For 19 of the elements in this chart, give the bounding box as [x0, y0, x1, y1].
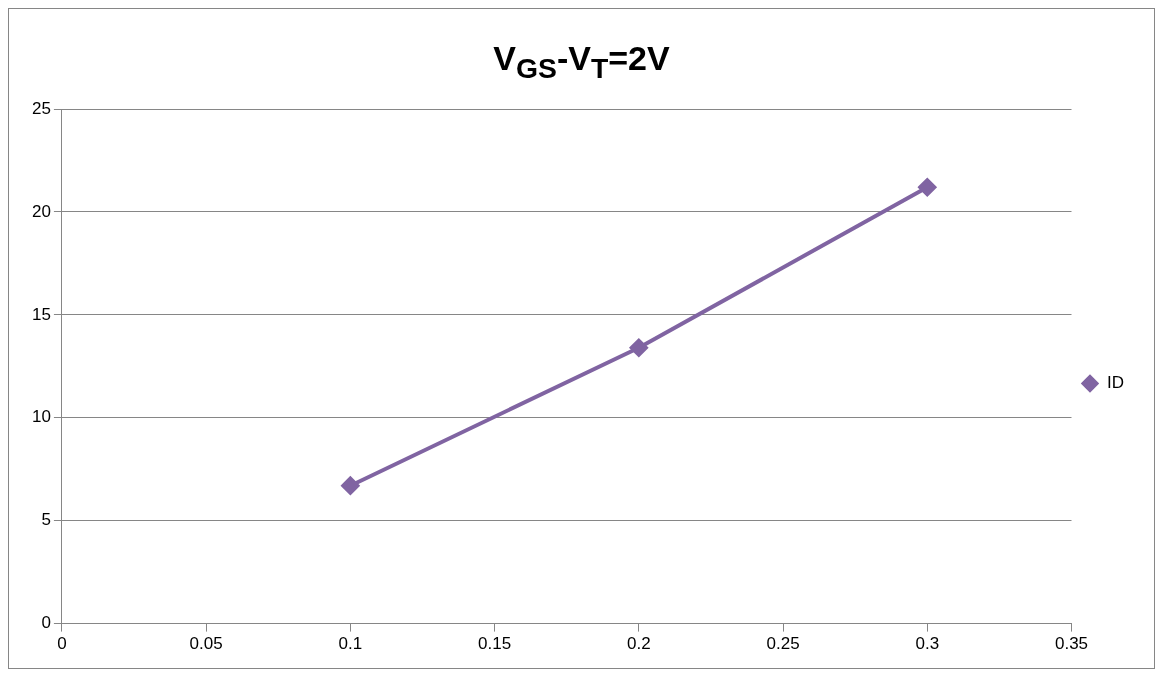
y-tick-label: 25 — [31, 98, 51, 118]
x-tick-label: 0.25 — [766, 634, 800, 654]
y-tick-label: 0 — [41, 613, 51, 633]
point — [341, 476, 360, 495]
chart-title: V$_{GS}$-V$_{T}$=2V — [492, 39, 671, 85]
x-tick-label: 0 — [57, 634, 67, 654]
x-tick-label: 0.15 — [478, 634, 512, 654]
x-tick-label: 0.05 — [189, 634, 223, 654]
y-tick-label: 20 — [31, 201, 51, 221]
y-tick-label: 10 — [31, 407, 51, 427]
legend-label: ID — [1107, 373, 1124, 393]
x-tick-label: 0.2 — [627, 634, 651, 654]
point — [629, 338, 648, 357]
y-tick-label: 15 — [31, 304, 51, 324]
y-tick-label: 5 — [41, 510, 51, 530]
x-tick-label: 0.35 — [1054, 634, 1089, 654]
point — [918, 178, 937, 197]
x-tick-label: 0.3 — [915, 634, 940, 654]
x-tick-label: 0.1 — [338, 634, 363, 654]
